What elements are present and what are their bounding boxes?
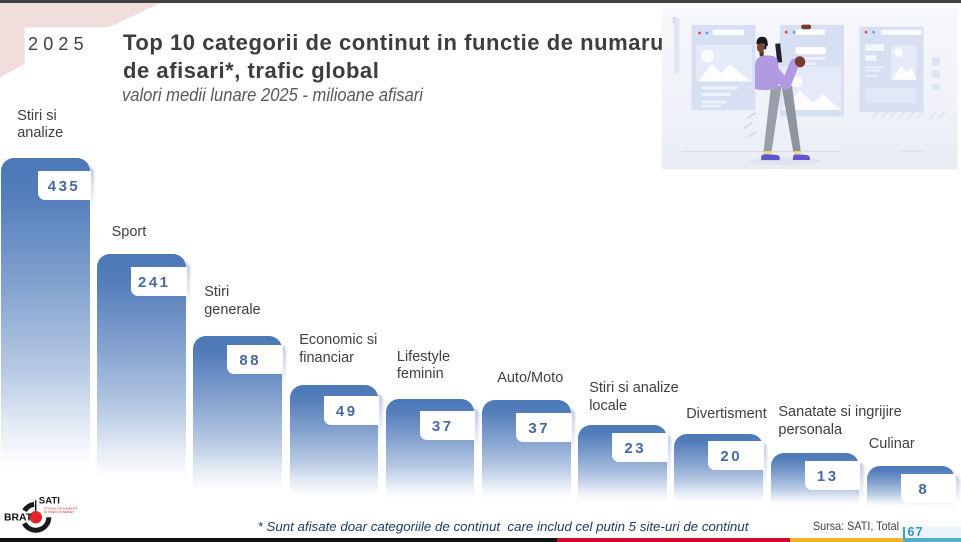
svg-text:STUDIUL DE AUDIENTA: STUDIUL DE AUDIENTA (44, 507, 77, 511)
svg-text:SATI: SATI (39, 495, 60, 506)
svg-text:SI TRAFIC INTERNET: SI TRAFIC INTERNET (44, 510, 74, 514)
svg-text:BRAT: BRAT (4, 513, 33, 524)
